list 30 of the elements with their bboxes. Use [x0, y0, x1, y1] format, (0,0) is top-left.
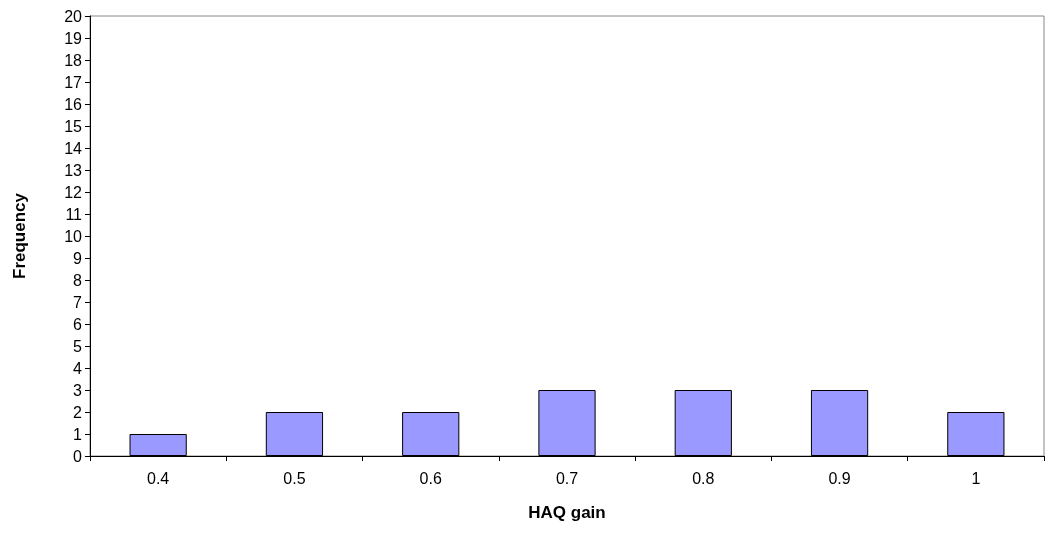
x-tick-label: 0.9	[828, 469, 851, 487]
y-tick-label: 20	[64, 7, 83, 25]
y-tick-label: 18	[64, 51, 83, 69]
x-tick-label: 0.8	[692, 469, 715, 487]
y-tick-label: 5	[73, 337, 83, 355]
y-tick-label: 10	[64, 227, 83, 245]
y-tick-label: 8	[73, 271, 83, 289]
x-tick-label: 0.6	[419, 469, 442, 487]
y-tick-label: 4	[73, 359, 83, 377]
x-tick-label: 1	[971, 469, 981, 487]
y-tick-label: 19	[64, 29, 83, 47]
y-tick-label: 17	[64, 73, 83, 91]
y-tick-label: 1	[73, 425, 83, 443]
x-axis-title: HAQ gain	[528, 503, 606, 522]
y-tick-label: 9	[73, 249, 83, 267]
y-tick-label: 7	[73, 293, 83, 311]
y-axis-title: Frequency	[10, 192, 29, 279]
x-tick-label: 0.5	[283, 469, 306, 487]
y-tick-label: 11	[65, 205, 83, 223]
x-tick-label: 0.4	[147, 469, 170, 487]
y-tick-label: 6	[73, 315, 83, 333]
y-tick-label: 15	[64, 117, 83, 135]
y-tick-label: 16	[64, 95, 83, 113]
y-tick-label: 2	[73, 403, 83, 421]
y-tick-label: 13	[64, 161, 83, 179]
y-tick-label: 14	[64, 139, 83, 157]
y-tick-label: 3	[73, 381, 83, 399]
y-tick-label: 0	[73, 447, 83, 465]
y-tick-label: 12	[64, 183, 83, 201]
x-tick-label: 0.7	[555, 469, 579, 487]
